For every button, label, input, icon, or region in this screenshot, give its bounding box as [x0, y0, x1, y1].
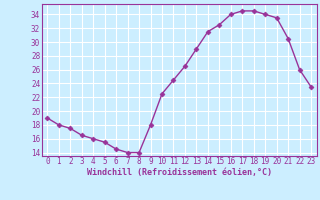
X-axis label: Windchill (Refroidissement éolien,°C): Windchill (Refroidissement éolien,°C): [87, 168, 272, 177]
